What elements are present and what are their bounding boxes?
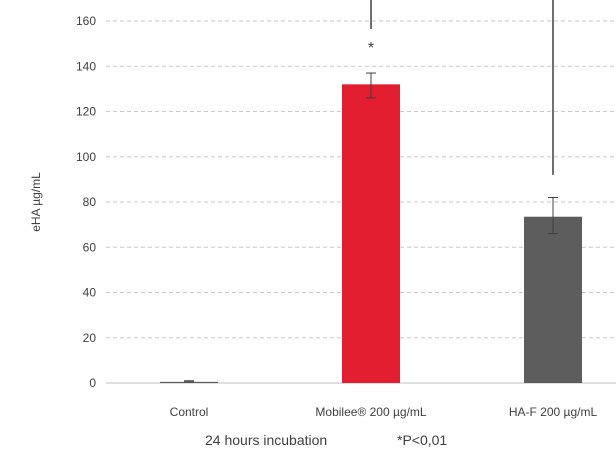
x-category-label-1: Control [170, 405, 209, 419]
y-axis-label: eHA µg/mL [29, 172, 43, 232]
y-axis-ticks: 0 20 40 60 80 100 120 140 160 [76, 14, 96, 390]
footer-pvalue-label: *P<0,01 [397, 432, 447, 448]
x-category-label-3: HA-F 200 µg/mL [509, 405, 598, 419]
y-tick-label-160: 160 [76, 14, 96, 28]
x-category-label-2: Mobilee® 200 µg/mL [315, 405, 426, 419]
bar-2 [342, 84, 400, 383]
y-tick-label-20: 20 [83, 331, 97, 345]
error-bars [184, 0, 558, 383]
y-tick-label-0: 0 [89, 376, 96, 390]
y-tick-label-80: 80 [83, 195, 97, 209]
y-tick-label-120: 120 [76, 105, 96, 119]
y-tick-label-60: 60 [83, 240, 97, 254]
x-axis-categories: Control Mobilee® 200 µg/mL HA-F 200 µg/mL [170, 405, 598, 419]
bar-1 [160, 381, 218, 383]
y-tick-label-140: 140 [76, 59, 96, 73]
y-tick-label-100: 100 [76, 150, 96, 164]
footer-incubation-label: 24 hours incubation [205, 432, 327, 448]
bars [160, 84, 582, 383]
bar-3 [524, 216, 582, 383]
significance-asterisk: * [368, 40, 374, 57]
y-tick-label-40: 40 [83, 286, 97, 300]
